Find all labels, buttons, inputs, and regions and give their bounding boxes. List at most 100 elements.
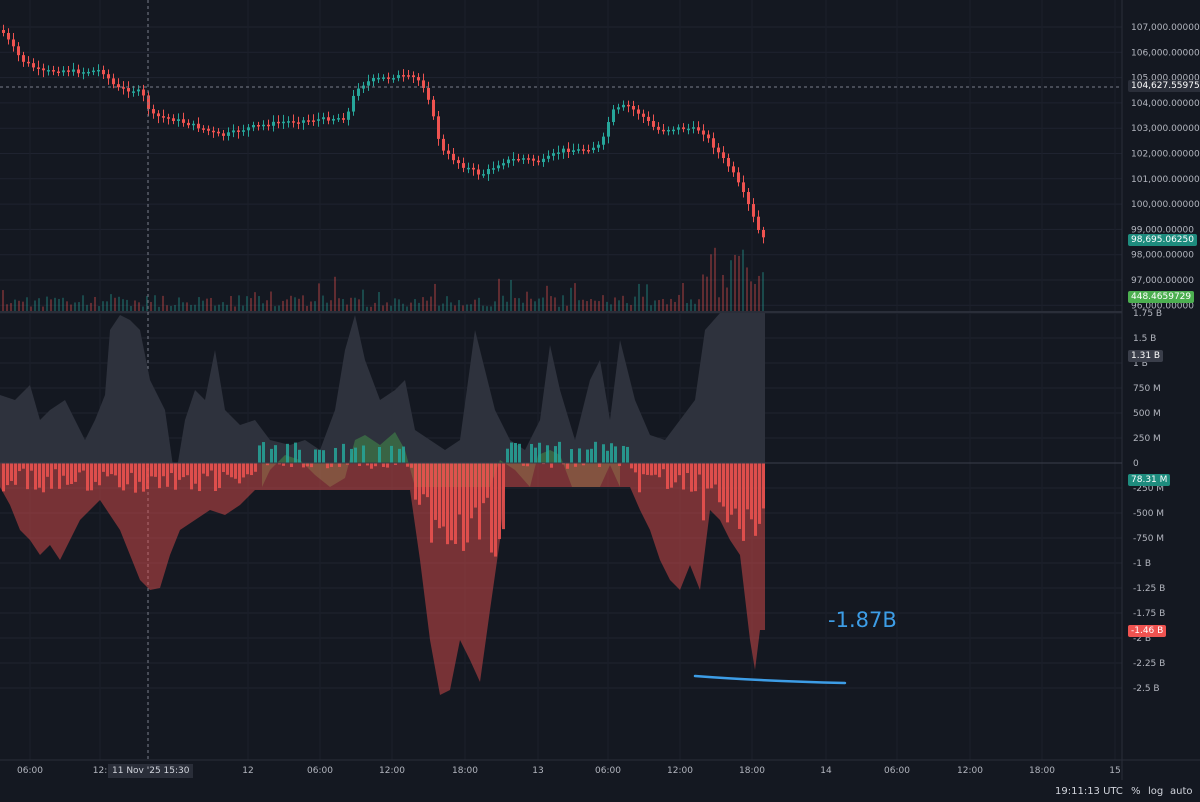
volume-bar	[638, 283, 640, 311]
delta-bar	[370, 463, 373, 469]
delta-bar	[546, 445, 549, 463]
candle	[687, 128, 690, 131]
delta-bar	[658, 463, 661, 478]
candle	[712, 138, 715, 148]
volume-bar	[490, 306, 492, 311]
candle	[367, 81, 370, 86]
volume-bar	[702, 274, 704, 311]
volume-bar	[218, 304, 220, 311]
candle	[387, 77, 390, 79]
candle	[222, 133, 225, 136]
volume-bar	[574, 283, 576, 311]
volume-bar	[478, 297, 480, 311]
volume-bar	[734, 254, 736, 311]
volume-bar	[630, 304, 632, 311]
volume-bar	[394, 298, 396, 311]
candle	[57, 71, 60, 73]
delta-bar	[646, 463, 649, 475]
candle	[377, 77, 380, 80]
delta-bar	[138, 463, 141, 482]
log-toggle[interactable]: log	[1148, 786, 1164, 797]
delta-bar	[194, 463, 197, 484]
candle	[17, 46, 20, 56]
candle	[352, 95, 355, 112]
volume-bar	[106, 301, 108, 311]
delta-bar	[382, 463, 385, 467]
volume-bar	[214, 305, 216, 311]
volume-bar	[502, 295, 504, 311]
crosshair-time-label: 11 Nov '25 15:30	[108, 764, 194, 778]
time-axis-label: 12	[242, 766, 253, 776]
volume-bar	[398, 299, 400, 311]
delta-bar	[170, 463, 173, 474]
candle	[337, 118, 340, 120]
volume-bar	[758, 275, 760, 311]
volume-bar	[142, 306, 144, 311]
time-axis-label: 12:	[93, 766, 107, 776]
delta-bar	[750, 463, 753, 520]
volume-bar	[606, 301, 608, 311]
candle	[457, 160, 460, 164]
delta-bar	[150, 463, 153, 477]
volume-bar	[678, 294, 680, 311]
delta-bar	[606, 450, 609, 463]
delta-bar	[474, 463, 477, 508]
candle	[652, 121, 655, 127]
time-axis-label: 13	[532, 766, 543, 776]
volume-bar	[222, 302, 224, 311]
candle	[477, 169, 480, 175]
delta-bar	[142, 463, 145, 492]
candle	[167, 117, 170, 119]
delta-bar	[670, 463, 673, 488]
delta-bar	[490, 463, 493, 553]
delta-bar	[246, 463, 249, 475]
price-axis-label: 101,000.00000	[1131, 175, 1200, 185]
candle	[327, 117, 330, 121]
volume-bar	[10, 303, 12, 311]
volume-bar	[278, 305, 280, 311]
candle	[252, 124, 255, 128]
volume-bar	[326, 302, 328, 311]
volume-bar	[530, 298, 532, 311]
delta-bar	[630, 463, 633, 469]
percent-toggle[interactable]: %	[1131, 786, 1141, 797]
delta-bar	[694, 463, 697, 492]
volume-bar	[534, 301, 536, 311]
candle	[677, 127, 680, 130]
delta-bar	[742, 463, 745, 541]
volume-bar	[126, 299, 128, 311]
auto-toggle[interactable]: auto	[1170, 786, 1193, 797]
delta-bar	[62, 463, 65, 476]
volume-bar	[446, 296, 448, 311]
volume-bar	[474, 299, 476, 311]
volume-bar	[258, 296, 260, 311]
delta-bar	[58, 463, 61, 489]
candle	[37, 67, 40, 69]
volume-bar	[62, 297, 64, 311]
volume-bar	[134, 300, 136, 311]
delta-bar	[14, 463, 17, 485]
volume-bar	[674, 301, 676, 311]
delta-bar	[502, 463, 505, 530]
delta-bar	[466, 463, 469, 543]
candle	[547, 155, 550, 159]
delta-bar	[594, 441, 597, 463]
delta-bar	[562, 463, 565, 465]
candle	[307, 120, 310, 122]
candle	[237, 130, 240, 132]
volume-bar	[70, 304, 72, 311]
time-axis-label: 06:00	[884, 766, 910, 776]
delta-bar	[310, 463, 313, 468]
volume-bar	[658, 300, 660, 311]
candle	[557, 152, 560, 154]
volume-bar	[338, 298, 340, 311]
volume-tag: 448.4659729	[1128, 291, 1195, 303]
candle	[722, 152, 725, 159]
candle	[127, 88, 130, 92]
delta-bar	[650, 463, 653, 476]
candle	[697, 127, 700, 131]
volume-bar	[262, 303, 264, 311]
volume-bar	[86, 304, 88, 311]
